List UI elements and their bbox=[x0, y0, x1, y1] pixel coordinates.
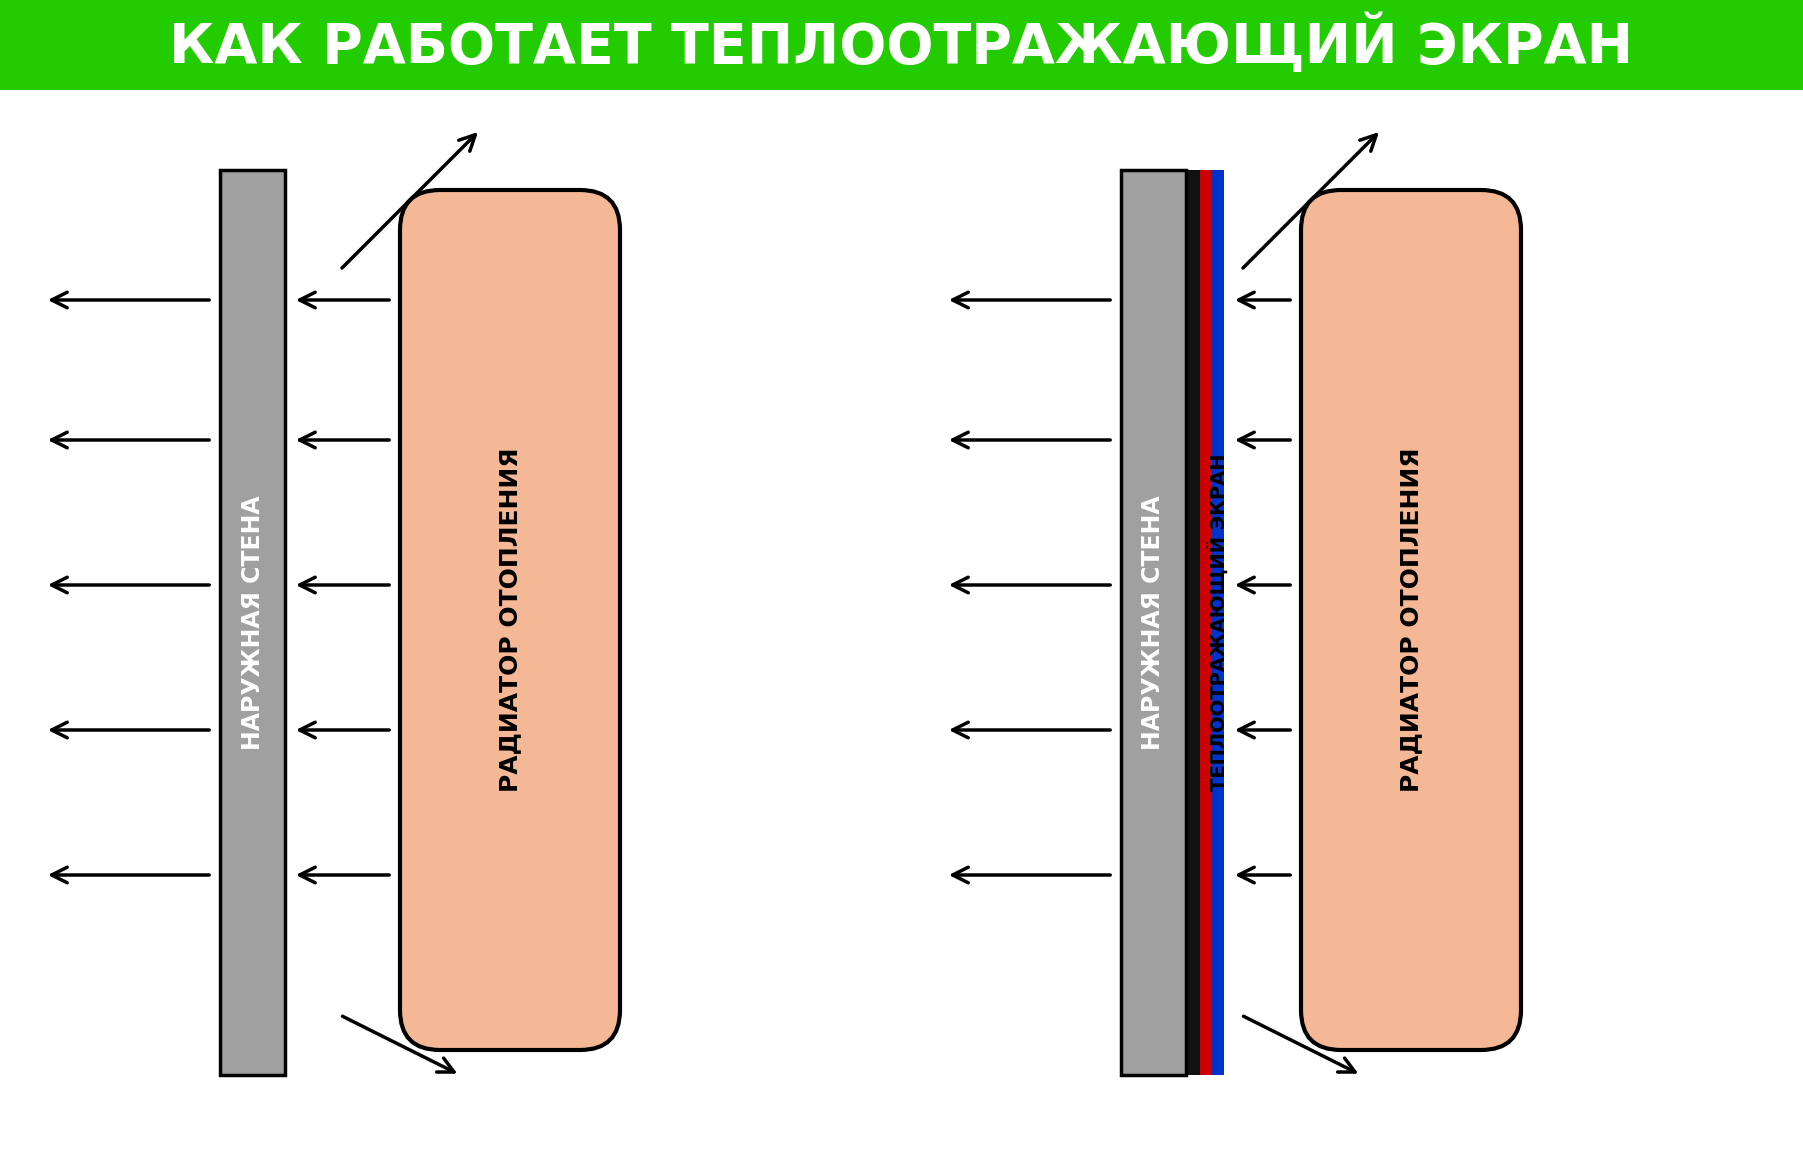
Text: ТЕПЛООТРАЖАЮЩИЙ ЭКРАН: ТЕПЛООТРАЖАЮЩИЙ ЭКРАН bbox=[1208, 454, 1228, 791]
Bar bbox=[1201, 170, 1212, 1075]
Text: РАДИАТОР ОТОПЛЕНИЯ: РАДИАТОР ОТОПЛЕНИЯ bbox=[498, 448, 523, 792]
Text: РАДИАТОР ОТОПЛЕНИЯ: РАДИАТОР ОТОПЛЕНИЯ bbox=[1399, 448, 1423, 792]
Text: КАК РАБОТАЕТ ТЕПЛООТРАЖАЮЩИЙ ЭКРАН: КАК РАБОТАЕТ ТЕПЛООТРАЖАЮЩИЙ ЭКРАН bbox=[169, 15, 1634, 75]
Bar bbox=[1121, 170, 1186, 1075]
FancyBboxPatch shape bbox=[400, 190, 620, 1049]
Bar bbox=[1188, 170, 1201, 1075]
Text: НАРУЖНАЯ СТЕНА: НАРУЖНАЯ СТЕНА bbox=[240, 495, 265, 750]
Text: НАРУЖНАЯ СТЕНА: НАРУЖНАЯ СТЕНА bbox=[1141, 495, 1165, 750]
Bar bbox=[1212, 170, 1224, 1075]
Bar bbox=[0, 0, 1803, 90]
FancyBboxPatch shape bbox=[1302, 190, 1522, 1049]
Bar bbox=[220, 170, 285, 1075]
